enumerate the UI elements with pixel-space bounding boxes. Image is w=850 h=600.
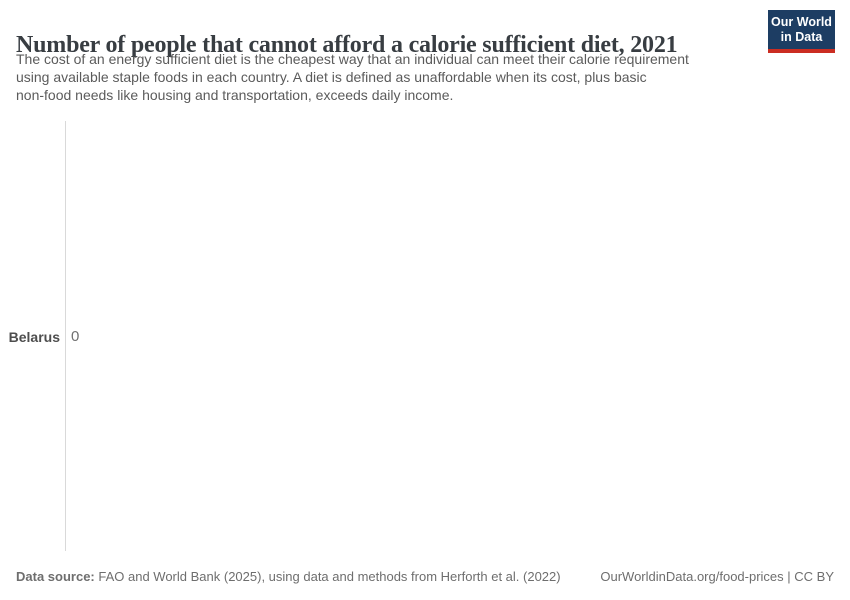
license-link[interactable]: OurWorldinData.org/food-prices | CC BY	[600, 569, 834, 584]
owid-logo-line1: Our World	[771, 15, 832, 29]
chart-footer: Data source: FAO and World Bank (2025), …	[16, 569, 834, 585]
value-label: 0	[71, 328, 80, 345]
owid-logo[interactable]: Our World in Data	[768, 10, 835, 53]
bar-row[interactable]: Belarus 0	[0, 328, 850, 346]
owid-logo-line2: in Data	[780, 30, 823, 44]
data-source-label: Data source:	[16, 569, 95, 584]
subtitle-line: using available staple foods in each cou…	[16, 69, 647, 85]
page-subtitle: The cost of an energy sufficient diet is…	[16, 50, 736, 104]
y-axis-line	[65, 121, 66, 551]
data-source-text: FAO and World Bank (2025), using data an…	[98, 569, 561, 584]
plot-area: Belarus 0	[0, 121, 850, 551]
entity-label: Belarus	[8, 329, 60, 345]
data-source-line: Data source: FAO and World Bank (2025), …	[16, 569, 561, 585]
subtitle-line: non-food needs like housing and transpor…	[16, 87, 454, 103]
subtitle-line: The cost of an energy sufficient diet is…	[16, 51, 689, 67]
page-title: Number of people that cannot afford a ca…	[16, 32, 678, 59]
